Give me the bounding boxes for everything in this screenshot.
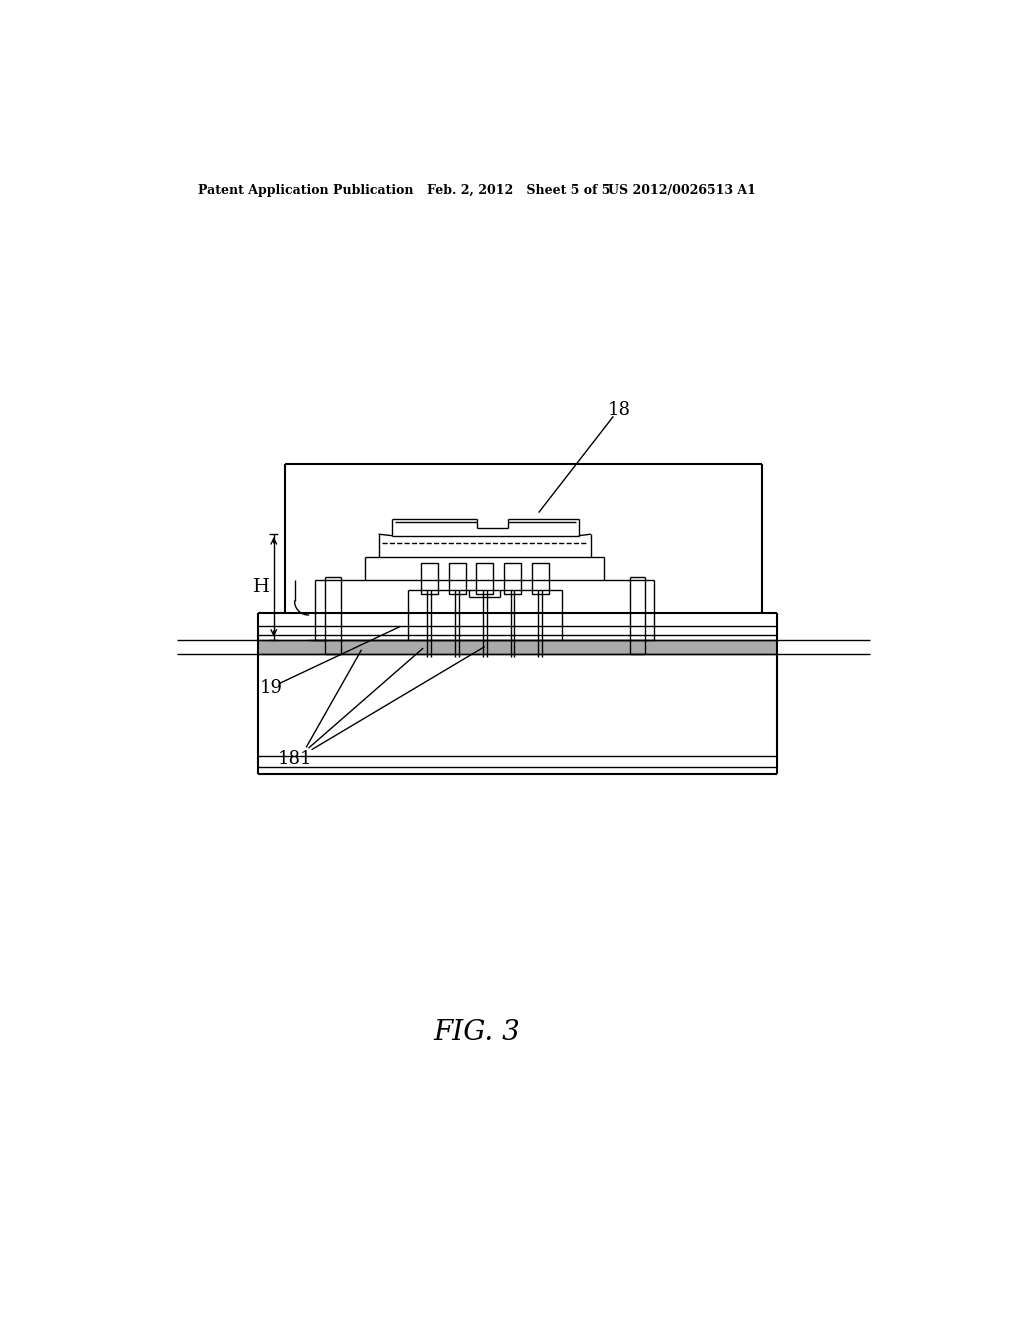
Bar [449,564,466,594]
Text: FIG. 3: FIG. 3 [434,1019,520,1045]
Text: Patent Application Publication: Patent Application Publication [199,185,414,197]
Text: 181: 181 [278,750,312,768]
Text: 19: 19 [260,680,283,697]
Bar [531,564,549,594]
Bar [421,564,438,594]
Text: 18: 18 [608,401,631,420]
Text: H: H [253,578,270,595]
Text: Feb. 2, 2012   Sheet 5 of 5: Feb. 2, 2012 Sheet 5 of 5 [427,185,610,197]
Bar [476,564,494,594]
Bar [504,564,521,594]
Bar [258,640,777,653]
Text: US 2012/0026513 A1: US 2012/0026513 A1 [608,185,756,197]
